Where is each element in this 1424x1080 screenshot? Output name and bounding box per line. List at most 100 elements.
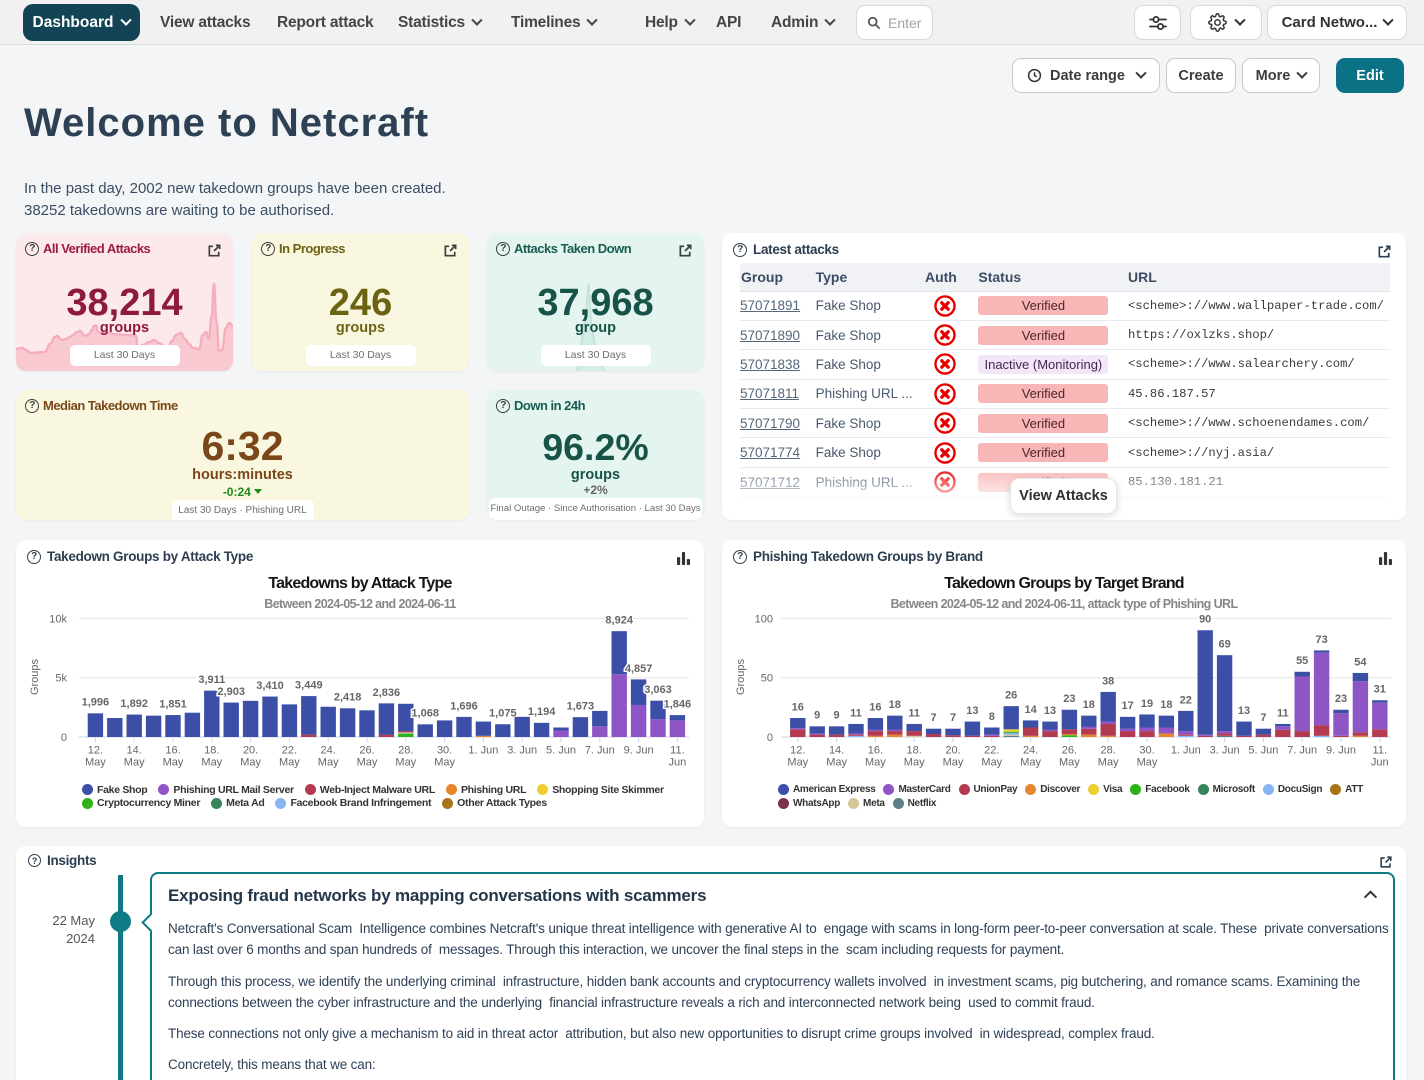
svg-text:Groups: Groups (735, 658, 747, 695)
svg-text:18: 18 (1083, 699, 1095, 711)
svg-text:16.: 16. (165, 744, 180, 756)
svg-text:May: May (85, 756, 106, 768)
svg-text:7. Jun: 7. Jun (585, 744, 615, 756)
svg-text:May: May (318, 756, 339, 768)
svg-text:16.: 16. (868, 744, 883, 756)
svg-text:23: 23 (1335, 693, 1347, 705)
svg-text:3,063: 3,063 (644, 684, 672, 696)
svg-text:16: 16 (792, 701, 804, 713)
svg-text:12.: 12. (88, 744, 103, 756)
svg-text:10k: 10k (49, 613, 67, 625)
svg-text:3. Jun: 3. Jun (1210, 744, 1240, 756)
svg-text:18.: 18. (907, 744, 922, 756)
svg-text:May: May (1098, 756, 1119, 768)
svg-text:90: 90 (1199, 614, 1211, 626)
svg-text:50: 50 (761, 673, 773, 685)
svg-text:73: 73 (1315, 634, 1327, 646)
svg-text:13: 13 (966, 705, 978, 717)
svg-text:11.: 11. (670, 744, 684, 756)
svg-text:69: 69 (1218, 639, 1230, 651)
svg-text:1,851: 1,851 (159, 698, 187, 710)
svg-text:16: 16 (869, 701, 881, 713)
svg-text:19: 19 (1141, 698, 1153, 710)
svg-text:9. Jun: 9. Jun (1326, 744, 1356, 756)
svg-text:May: May (981, 756, 1002, 768)
svg-text:0: 0 (61, 732, 67, 744)
svg-text:May: May (124, 756, 145, 768)
svg-text:5. Jun: 5. Jun (546, 744, 576, 756)
svg-text:5. Jun: 5. Jun (1248, 744, 1278, 756)
svg-text:May: May (865, 756, 886, 768)
svg-text:30.: 30. (437, 744, 452, 756)
svg-text:14: 14 (1024, 704, 1037, 716)
svg-text:3. Jun: 3. Jun (507, 744, 537, 756)
svg-text:13: 13 (1044, 705, 1056, 717)
svg-text:7. Jun: 7. Jun (1287, 744, 1317, 756)
svg-text:3,911: 3,911 (198, 674, 225, 686)
svg-text:11: 11 (908, 707, 920, 719)
svg-text:1,673: 1,673 (567, 701, 595, 713)
svg-text:May: May (395, 756, 416, 768)
svg-text:26.: 26. (1062, 744, 1077, 756)
svg-text:2,418: 2,418 (334, 692, 362, 704)
svg-text:13: 13 (1238, 705, 1250, 717)
svg-text:22.: 22. (984, 744, 999, 756)
svg-text:May: May (201, 756, 222, 768)
svg-text:20.: 20. (945, 744, 960, 756)
svg-text:26: 26 (1005, 690, 1017, 702)
svg-text:28.: 28. (1101, 744, 1116, 756)
svg-text:23: 23 (1063, 693, 1075, 705)
svg-text:7: 7 (931, 712, 937, 724)
svg-text:18: 18 (889, 699, 901, 711)
svg-text:8: 8 (989, 711, 995, 723)
svg-text:May: May (904, 756, 925, 768)
svg-text:May: May (787, 756, 808, 768)
svg-text:9. Jun: 9. Jun (624, 744, 654, 756)
svg-text:May: May (434, 756, 455, 768)
svg-text:0: 0 (767, 732, 773, 744)
svg-text:14.: 14. (127, 744, 142, 756)
svg-text:1,068: 1,068 (411, 708, 439, 720)
svg-text:Groups: Groups (29, 658, 41, 695)
svg-text:May: May (279, 756, 300, 768)
svg-text:100: 100 (755, 613, 773, 625)
svg-text:May: May (240, 756, 261, 768)
svg-text:1,996: 1,996 (82, 697, 110, 709)
svg-text:May: May (1059, 756, 1080, 768)
svg-text:May: May (943, 756, 964, 768)
svg-text:2,903: 2,903 (217, 686, 245, 698)
svg-text:1,194: 1,194 (528, 706, 556, 718)
svg-text:3,410: 3,410 (256, 680, 284, 692)
svg-text:11.: 11. (1373, 744, 1387, 756)
svg-text:1,075: 1,075 (489, 708, 517, 720)
svg-text:9: 9 (814, 710, 820, 722)
svg-text:1,846: 1,846 (664, 699, 692, 711)
svg-text:11: 11 (1277, 707, 1289, 719)
svg-text:14.: 14. (829, 744, 844, 756)
svg-text:Jun: Jun (669, 756, 687, 768)
svg-text:12.: 12. (790, 744, 805, 756)
svg-text:18: 18 (1160, 699, 1172, 711)
svg-text:8,924: 8,924 (605, 615, 633, 627)
svg-text:May: May (1020, 756, 1041, 768)
svg-text:May: May (357, 756, 378, 768)
svg-text:5k: 5k (55, 673, 67, 685)
svg-text:1,892: 1,892 (120, 698, 148, 710)
svg-text:55: 55 (1296, 655, 1308, 667)
svg-text:17: 17 (1121, 700, 1133, 712)
svg-text:24.: 24. (1023, 744, 1038, 756)
svg-text:22: 22 (1180, 694, 1192, 706)
svg-text:May: May (163, 756, 184, 768)
svg-text:Jun: Jun (1371, 756, 1389, 768)
svg-text:24.: 24. (321, 744, 336, 756)
svg-text:11: 11 (850, 707, 862, 719)
svg-text:20.: 20. (243, 744, 258, 756)
svg-text:1. Jun: 1. Jun (468, 744, 498, 756)
svg-text:38: 38 (1102, 675, 1114, 687)
svg-text:4,857: 4,857 (625, 663, 653, 675)
svg-text:2,836: 2,836 (373, 687, 401, 699)
svg-text:54: 54 (1354, 656, 1367, 668)
svg-text:7: 7 (1260, 712, 1266, 724)
svg-text:3,449: 3,449 (295, 680, 323, 692)
svg-text:31: 31 (1374, 684, 1386, 696)
